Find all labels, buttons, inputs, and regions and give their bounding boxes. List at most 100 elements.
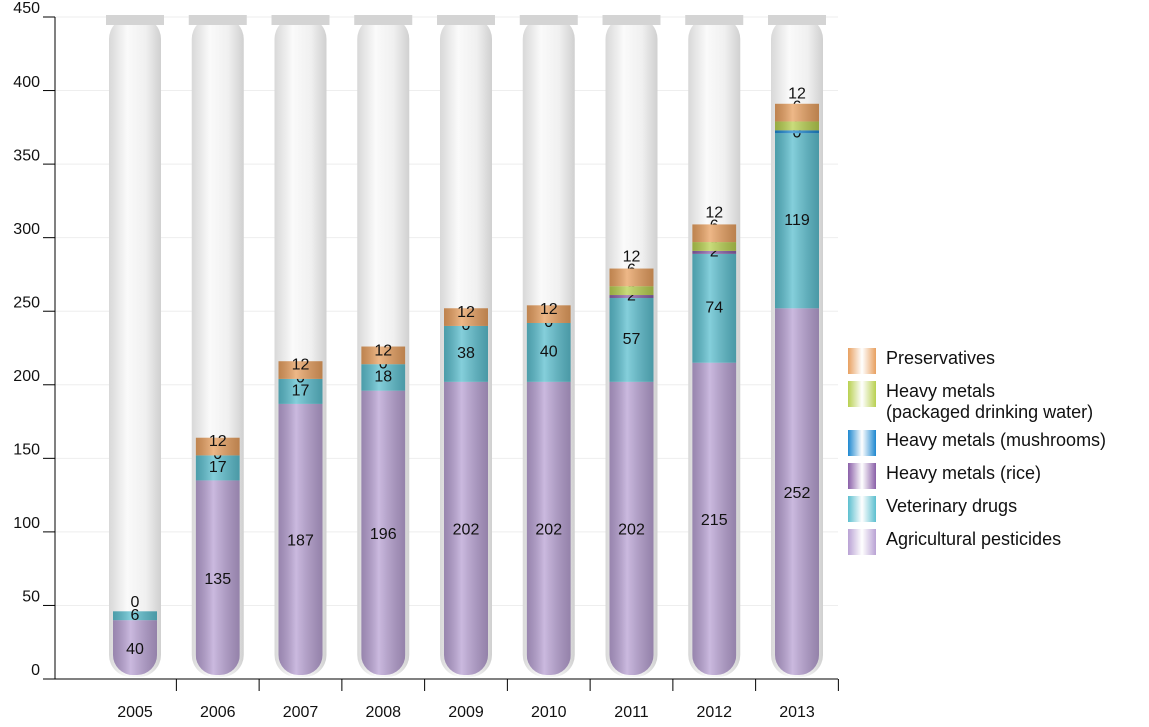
value-label: 202 <box>535 522 562 539</box>
legend-item: Preservatives <box>848 348 1106 374</box>
value-label: 12 <box>209 433 227 450</box>
y-tick-label: 250 <box>13 294 40 311</box>
value-label: 2 <box>627 288 636 305</box>
bar-shade <box>609 297 654 382</box>
bar-shade <box>361 346 406 365</box>
bar-shade <box>775 308 819 675</box>
legend-item: Heavy metals (rice) <box>848 463 1106 489</box>
bar-shade <box>526 322 571 382</box>
tube <box>109 17 161 677</box>
legend-swatch <box>848 496 876 522</box>
bar-shade <box>692 242 737 251</box>
bar-shade <box>361 390 406 675</box>
bar-shade <box>775 103 819 122</box>
y-tick-label: 100 <box>13 515 40 532</box>
tube-top <box>354 15 413 25</box>
bar-shade <box>444 381 488 675</box>
legend-item: Heavy metals (mushrooms) <box>848 430 1106 456</box>
y-tick-label: 300 <box>13 221 40 238</box>
x-tick-label: 2010 <box>531 704 567 721</box>
tube-top <box>602 15 661 25</box>
value-label: 215 <box>701 512 728 529</box>
y-tick-label: 400 <box>13 74 40 91</box>
value-label: 40 <box>540 344 558 361</box>
legend: Preservatives Heavy metals (packaged drin… <box>848 348 1106 562</box>
legend-label: Heavy metals (mushrooms) <box>886 430 1107 450</box>
value-label: 196 <box>370 526 397 543</box>
legend-item: Heavy metals (packaged drinking water) <box>848 381 1106 423</box>
legend-item: Veterinary drugs <box>848 496 1106 522</box>
legend-swatch <box>848 529 876 555</box>
bar-shade <box>609 268 654 287</box>
tube-top <box>685 15 744 25</box>
legend-swatch <box>848 430 876 456</box>
x-tick-label: 2008 <box>365 704 401 721</box>
bar-shade <box>195 480 240 675</box>
bar-shade <box>692 250 737 254</box>
bar-shade <box>444 308 488 326</box>
bar-shade <box>692 253 737 363</box>
bar-shade <box>278 378 323 404</box>
value-label: 12 <box>540 301 558 318</box>
bar-shade <box>113 620 157 675</box>
x-tick-label: 2007 <box>283 704 319 721</box>
bar-shade <box>775 133 819 309</box>
bar-shade <box>278 403 323 675</box>
legend-label: Preservatives <box>886 348 996 368</box>
value-label: 57 <box>623 331 641 348</box>
bar-shade <box>113 611 157 621</box>
bar-shade <box>195 455 240 481</box>
legend-swatch <box>848 348 876 374</box>
legend-label: Heavy metals (rice) <box>886 463 1042 483</box>
legend-label: Agricultural pesticides <box>886 529 1062 549</box>
legend-label: Veterinary drugs <box>886 496 1018 516</box>
legend-swatch <box>848 381 876 407</box>
y-tick-label: 450 <box>13 0 40 17</box>
bar-shade <box>526 305 571 323</box>
bar-shade <box>609 381 654 675</box>
value-label: 12 <box>292 357 310 374</box>
value-label: 12 <box>705 205 723 222</box>
legend-label: Heavy metals (packaged drinking water) <box>886 381 1094 422</box>
legend-item: Agricultural pesticides <box>848 529 1106 555</box>
value-label: 187 <box>287 533 314 550</box>
bar-shade <box>444 325 488 382</box>
x-tick-label: 2009 <box>448 704 484 721</box>
tube-top <box>106 15 164 25</box>
bar-shade <box>609 286 654 296</box>
bar-shade <box>775 130 819 134</box>
tube-top <box>188 15 247 25</box>
legend-swatch <box>848 463 876 489</box>
value-label: 0 <box>131 594 140 611</box>
bar-shade <box>526 381 571 675</box>
value-label: 135 <box>204 571 231 588</box>
y-tick-label: 0 <box>31 662 40 679</box>
value-label: 2 <box>710 244 719 261</box>
value-label: 252 <box>784 485 811 502</box>
value-label: 17 <box>292 383 310 400</box>
bar-shade <box>692 224 737 243</box>
value-label: 12 <box>623 249 641 266</box>
value-label: 119 <box>784 212 810 229</box>
y-tick-label: 150 <box>13 442 40 459</box>
y-tick-label: 350 <box>13 147 40 164</box>
value-label: 38 <box>457 345 475 362</box>
value-label: 12 <box>457 304 475 321</box>
bar-shade <box>195 437 240 456</box>
x-tick-label: 2013 <box>779 704 815 721</box>
x-tick-label: 2006 <box>200 704 236 721</box>
bar-shade <box>775 121 819 131</box>
y-tick-label: 50 <box>22 589 40 606</box>
x-tick-label: 2005 <box>117 704 153 721</box>
y-tick-label: 200 <box>13 368 40 385</box>
value-label: 6 <box>131 607 140 624</box>
tube-top <box>437 15 495 25</box>
value-label: 40 <box>126 641 144 658</box>
value-label: 74 <box>705 299 723 316</box>
tube-top <box>271 15 330 25</box>
value-label: 202 <box>618 522 645 539</box>
bar-shade <box>361 364 406 391</box>
tube-top <box>768 15 826 25</box>
